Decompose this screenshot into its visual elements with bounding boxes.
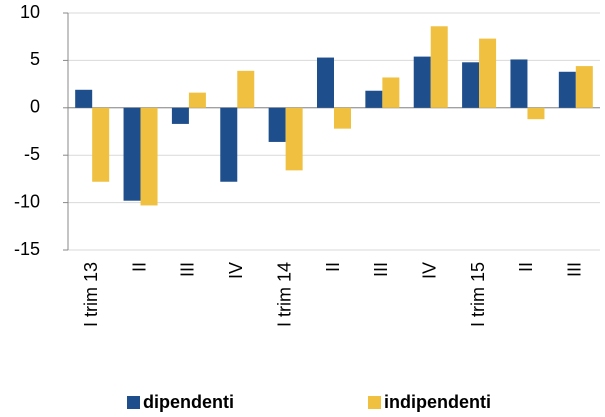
x-tick-label: III: [371, 262, 391, 277]
bar: [575, 66, 593, 108]
y-tick-label: 5: [30, 49, 40, 69]
y-tick-label: 0: [30, 97, 40, 117]
legend-swatch: [127, 396, 140, 409]
legend-swatch: [368, 396, 381, 409]
y-tick-label: 10: [20, 2, 40, 22]
x-tick-label: II: [323, 262, 343, 272]
bar: [92, 107, 110, 182]
bar: [334, 107, 351, 129]
x-tick-label: IV: [419, 262, 439, 279]
bar: [382, 77, 400, 108]
x-tick-label: IV: [226, 262, 246, 279]
x-tick-label: I trim 13: [81, 262, 101, 327]
legend-label: indipendenti: [384, 392, 491, 412]
x-tick-label: I trim 14: [274, 262, 294, 327]
bar: [479, 38, 497, 108]
bar: [140, 107, 158, 206]
bar: [188, 92, 206, 108]
bar: [510, 59, 528, 108]
bar: [123, 107, 141, 201]
bar: [285, 107, 303, 171]
x-tick-label: III: [565, 262, 585, 277]
bar: [268, 107, 286, 142]
legend-label: dipendenti: [143, 392, 234, 412]
bar: [220, 107, 238, 182]
bar: [413, 56, 431, 108]
bar: [317, 57, 334, 108]
bar: [75, 89, 93, 108]
bar: [527, 107, 545, 120]
x-tick-label: II: [129, 262, 149, 272]
bar: [365, 90, 383, 108]
y-tick-label: -15: [14, 239, 40, 259]
y-tick-label: -5: [24, 144, 40, 164]
bar: [171, 107, 189, 124]
bar: [462, 62, 480, 108]
legend: dipendenti indipendenti: [127, 392, 491, 412]
bar: [237, 70, 255, 108]
bar: [558, 71, 576, 108]
x-tick-label: III: [178, 262, 198, 277]
x-tick-label: II: [516, 262, 536, 272]
x-tick-label: I trim 15: [468, 262, 488, 327]
bar: [430, 26, 448, 108]
y-tick-label: -10: [14, 191, 40, 211]
